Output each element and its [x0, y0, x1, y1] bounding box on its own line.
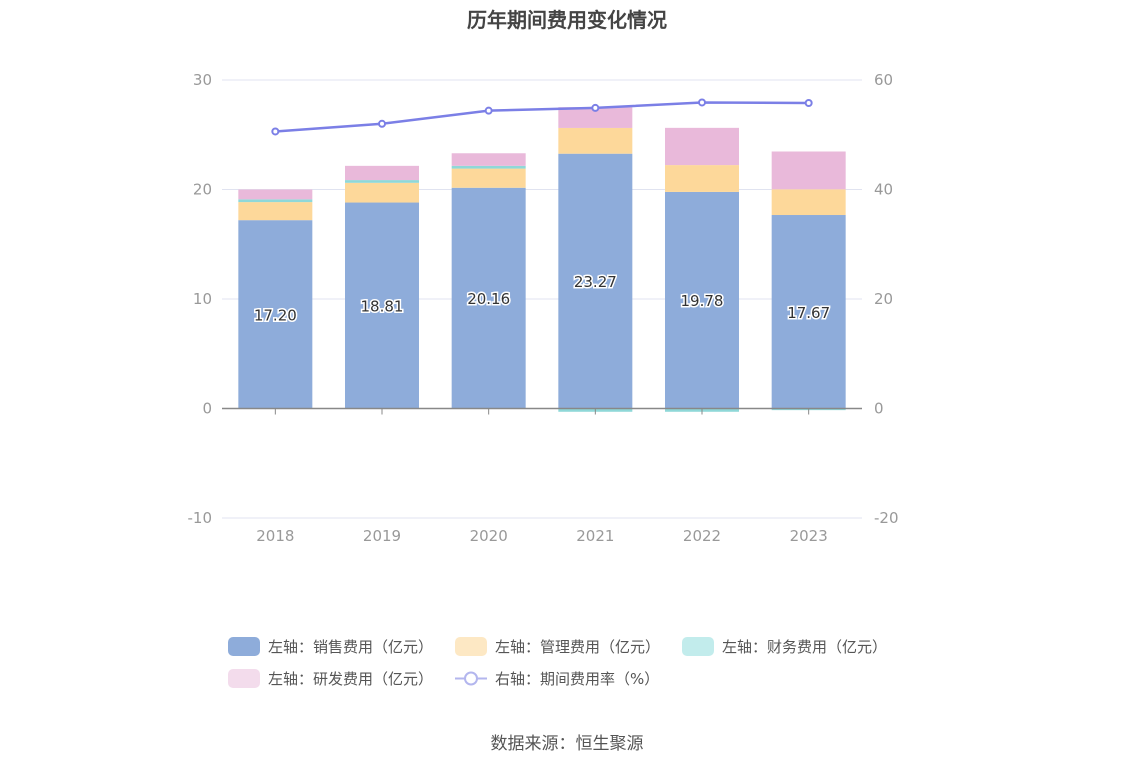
bar-segment — [558, 107, 633, 128]
bar-segment — [345, 180, 419, 183]
chart-title: 历年期间费用变化情况 — [467, 8, 667, 32]
x-tick-label: 2021 — [576, 527, 614, 545]
bar-segment — [238, 220, 313, 409]
bar-segment — [345, 182, 419, 203]
bar-data-label: 17.20 — [254, 306, 297, 324]
legend-swatch-finance — [682, 636, 715, 656]
bar-segment — [238, 202, 313, 221]
legend-item-sales[interactable]: 左轴：销售费用（亿元） — [228, 636, 433, 657]
rate-point — [484, 106, 493, 115]
bar-data-label: 17.67 — [787, 304, 830, 322]
bar-data-label: 20.16 — [467, 290, 510, 308]
x-tick-label: 2019 — [363, 527, 401, 545]
legend-swatch-admin — [455, 636, 488, 656]
bar-segment — [451, 187, 526, 409]
y-left-tick-label: -10 — [188, 509, 213, 527]
legend-item-rnd[interactable]: 左轴：研发费用（亿元） — [228, 668, 433, 689]
rate-point — [378, 119, 386, 128]
bar-segment — [771, 151, 846, 190]
bar-segment — [558, 153, 633, 409]
y-right-tick-label: 0 — [874, 400, 884, 418]
bar-segment — [345, 202, 419, 409]
bar-segment — [665, 127, 739, 166]
bar-data-label: 18.81 — [361, 298, 404, 316]
source-note: 数据来源：恒生聚源 — [490, 734, 644, 754]
legend-label-rate: 右轴：期间费用率（%） — [495, 669, 660, 688]
rate-point — [271, 127, 280, 136]
bar-data-label: 23.27 — [574, 273, 617, 291]
x-tick-label: 2022 — [683, 527, 721, 545]
rate-point — [804, 98, 813, 107]
rate-point — [591, 103, 600, 112]
x-tick-label: 2023 — [790, 527, 828, 545]
y-left-tick-label: 0 — [202, 400, 212, 418]
bar-layer — [238, 107, 846, 412]
rate-line — [275, 101, 809, 133]
rate-point — [698, 98, 706, 107]
bar-segment — [451, 168, 526, 188]
y-left-tick-label: 10 — [193, 290, 212, 308]
grid-layer — [222, 79, 862, 519]
bar-data-label: 19.78 — [681, 292, 724, 310]
legend-label-admin: 左轴：管理费用（亿元） — [495, 637, 661, 656]
y-right-tick-label: -20 — [874, 509, 899, 527]
x-tick-label: 2018 — [256, 527, 294, 545]
y-right-tick-label: 40 — [874, 181, 893, 199]
x-tick-label: 2020 — [470, 527, 508, 545]
bar-segment — [771, 189, 846, 216]
legend-label-rnd: 左轴：研发费用（亿元） — [268, 669, 434, 688]
legend-label-finance: 左轴：财务费用（亿元） — [722, 637, 888, 656]
legend-item-finance[interactable]: 左轴：财务费用（亿元） — [682, 636, 887, 657]
legend-label-sales: 左轴：销售费用（亿元） — [268, 637, 434, 656]
y-left-tick-label: 30 — [193, 71, 212, 89]
bar-segment — [451, 153, 526, 166]
y-right-tick-label: 60 — [874, 71, 893, 89]
axis-layer: -10 0 10 20 30 -20 0 20 40 60 2018 2019 2020 2021 2022… — [188, 71, 899, 545]
label-layer: 17.20 18.81 20.16 23.27 19.78 17.67 — [252, 272, 831, 326]
legend-swatch-sales — [228, 636, 260, 656]
legend-item-admin[interactable]: 左轴：管理费用（亿元） — [455, 636, 660, 657]
y-left-tick-label: 20 — [193, 181, 212, 199]
bar-segment — [451, 165, 526, 169]
bar-segment — [665, 165, 739, 192]
line-layer — [271, 98, 813, 136]
bar-segment — [558, 127, 633, 154]
legend-item-rate[interactable]: 右轴：期间费用率（%） — [455, 668, 659, 689]
legend: 左轴：销售费用（亿元） 左轴：管理费用（亿元） 左轴：财务费用（亿元） 左轴：研… — [228, 630, 928, 694]
bar-segment — [345, 165, 419, 181]
bar-segment — [238, 189, 313, 200]
legend-swatch-rnd — [228, 668, 260, 688]
y-right-tick-label: 20 — [874, 290, 893, 308]
bar-segment — [771, 215, 846, 409]
legend-swatch-rate — [455, 671, 488, 685]
bar-segment — [665, 191, 739, 409]
bar-segment — [238, 199, 313, 203]
